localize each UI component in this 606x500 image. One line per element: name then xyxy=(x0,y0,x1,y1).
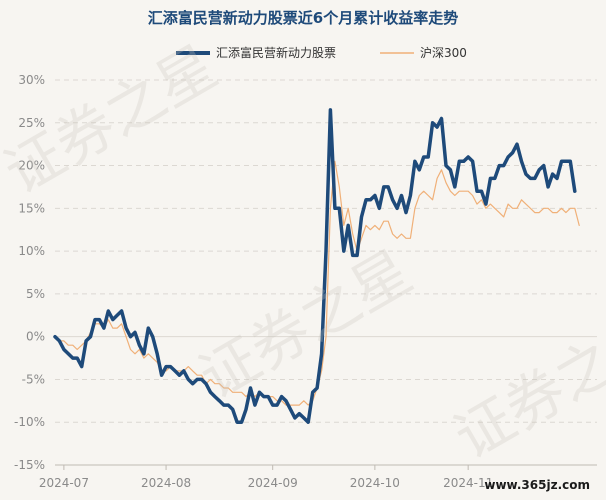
grid-lines xyxy=(55,79,597,466)
y-tick-label: 0% xyxy=(26,330,45,344)
x-tick-label: 2024-10 xyxy=(350,476,400,490)
legend-label-benchmark: 沪深300 xyxy=(420,46,467,60)
y-tick-label: 30% xyxy=(18,73,45,87)
series-lines xyxy=(53,108,580,424)
y-tick-label: 25% xyxy=(18,116,45,130)
x-tick-label: 2024-08 xyxy=(141,476,191,490)
y-tick-label: -10% xyxy=(14,415,45,429)
legend: 汇添富民营新动力股票 沪深300 xyxy=(176,45,467,60)
y-tick-label: -5% xyxy=(22,372,45,386)
x-tick-label: 2024-11 xyxy=(443,476,493,490)
y-tick-label: 5% xyxy=(26,287,45,301)
y-tick-label: 15% xyxy=(18,201,45,215)
series-line-0 xyxy=(53,108,577,424)
y-tick-label: 10% xyxy=(18,244,45,258)
x-tick-label: 2024-09 xyxy=(248,476,298,490)
legend-label-fund: 汇添富民营新动力股票 xyxy=(216,45,336,60)
axis-ticks: -15% -10% -5% 0% 5% 10% 15% 20% 25% 30% 2024-07 202… xyxy=(14,73,493,490)
chart-title: 汇添富民营新动力股票近6个月累计收益率走势 xyxy=(148,9,458,27)
y-tick-label: -15% xyxy=(14,458,45,472)
x-tick-label: 2024-07 xyxy=(39,476,89,490)
y-tick-label: 20% xyxy=(18,159,45,173)
site-label: www.365jz.com xyxy=(484,478,590,492)
